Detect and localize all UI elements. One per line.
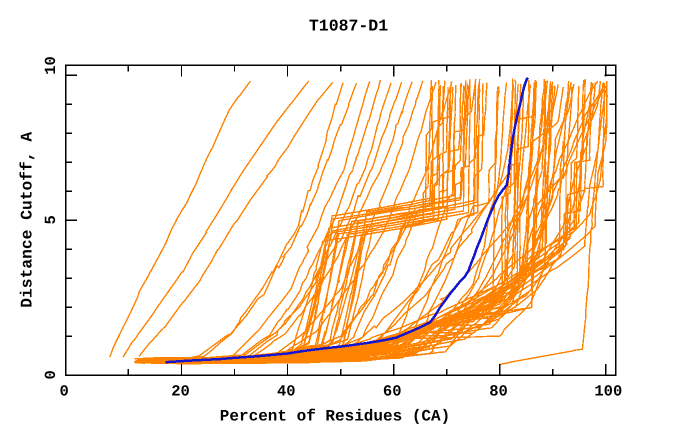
svg-text:20: 20: [171, 383, 190, 401]
svg-text:80: 80: [489, 383, 508, 401]
svg-text:Distance Cutoff, A: Distance Cutoff, A: [17, 132, 36, 308]
svg-text:60: 60: [383, 383, 402, 401]
svg-text:0: 0: [60, 383, 69, 401]
svg-text:Percent of Residues (CA): Percent of Residues (CA): [220, 408, 450, 426]
svg-text:T1087-D1: T1087-D1: [309, 17, 388, 36]
svg-text:5: 5: [42, 215, 60, 224]
svg-text:100: 100: [594, 383, 622, 401]
svg-text:10: 10: [42, 56, 60, 75]
svg-text:40: 40: [277, 383, 296, 401]
svg-text:0: 0: [42, 370, 60, 379]
